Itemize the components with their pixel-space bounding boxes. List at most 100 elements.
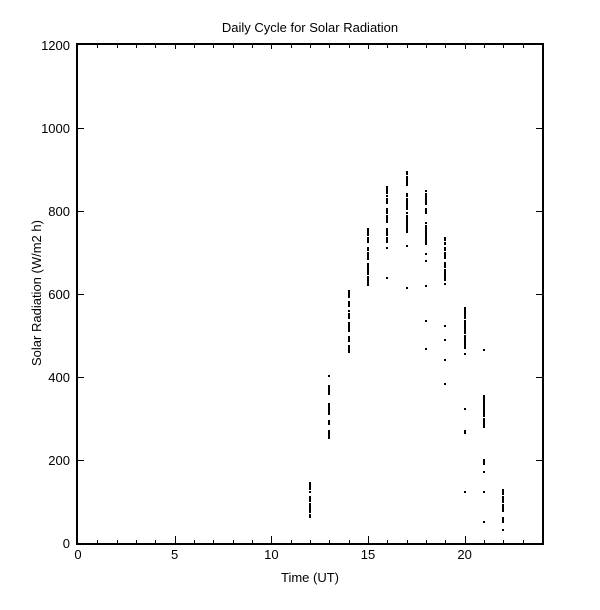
data-point: [405, 245, 408, 248]
data-point: [502, 529, 505, 532]
x-tick: [484, 540, 485, 543]
x-tick: [387, 540, 388, 543]
data-point: [367, 269, 369, 272]
y-tick: [78, 294, 84, 295]
data-point: [405, 231, 408, 234]
data-point: [328, 390, 331, 393]
data-point: [502, 517, 505, 520]
data-point: [309, 482, 311, 485]
data-point: [328, 423, 331, 426]
x-tick: [291, 540, 292, 543]
x-tick: [465, 536, 466, 543]
data-point: [483, 459, 485, 462]
data-point: [405, 199, 408, 202]
x-tick: [407, 45, 408, 48]
data-point: [367, 281, 369, 284]
data-point: [386, 216, 389, 219]
data-point: [367, 265, 369, 268]
data-point: [502, 495, 505, 498]
y-tick-label: 600: [48, 287, 70, 302]
data-point: [463, 346, 466, 349]
data-point: [347, 337, 350, 340]
data-point: [309, 484, 311, 487]
x-tick: [445, 540, 446, 543]
data-point: [502, 510, 505, 513]
data-point: [367, 267, 369, 270]
data-point: [328, 408, 331, 411]
data-point: [463, 429, 466, 432]
x-tick: [117, 45, 118, 48]
data-point: [463, 326, 466, 329]
data-point: [328, 435, 331, 438]
data-point: [386, 208, 389, 211]
data-point: [309, 516, 311, 519]
data-point: [309, 514, 311, 517]
data-point: [309, 499, 311, 502]
data-point: [425, 228, 427, 231]
data-point: [328, 421, 331, 424]
x-tick: [175, 45, 176, 49]
data-point: [463, 324, 466, 327]
x-tick: [155, 45, 156, 48]
data-point: [425, 319, 427, 322]
x-tick-label: 20: [457, 547, 472, 562]
data-point: [386, 230, 389, 233]
x-tick: [426, 45, 427, 48]
data-point: [463, 315, 466, 318]
data-point: [444, 274, 447, 277]
data-point: [483, 407, 485, 410]
data-point: [444, 262, 447, 265]
data-point: [386, 236, 389, 239]
data-point: [425, 196, 427, 199]
data-point: [463, 336, 466, 339]
data-point: [405, 220, 408, 223]
data-point: [405, 205, 408, 208]
data-point: [405, 229, 408, 232]
data-point: [425, 232, 427, 235]
data-point: [444, 276, 447, 279]
data-point: [367, 277, 369, 280]
x-tick: [252, 540, 253, 543]
data-point: [444, 247, 447, 250]
data-point: [463, 319, 466, 322]
data-point: [463, 317, 466, 320]
data-point: [347, 301, 350, 304]
data-point: [328, 404, 331, 407]
x-tick: [97, 540, 98, 543]
data-point: [405, 216, 408, 219]
data-point: [502, 508, 505, 511]
data-point: [405, 175, 408, 178]
y-tick-label: 400: [48, 370, 70, 385]
data-point: [483, 417, 485, 420]
data-point: [405, 287, 408, 290]
data-point: [425, 234, 427, 237]
data-point: [405, 218, 408, 221]
data-point: [386, 189, 389, 192]
data-point: [347, 349, 350, 352]
data-point: [405, 171, 408, 174]
data-point: [386, 234, 389, 237]
data-point: [444, 270, 447, 273]
data-point: [502, 504, 505, 507]
data-point: [425, 211, 427, 214]
data-point: [405, 183, 408, 186]
x-tick: [310, 45, 311, 48]
x-tick-label: 10: [264, 547, 279, 562]
data-point: [405, 207, 408, 210]
data-point: [405, 193, 408, 196]
data-point: [347, 322, 350, 325]
data-point: [463, 490, 466, 493]
data-point: [386, 277, 389, 280]
data-point: [347, 294, 350, 297]
data-point: [347, 335, 350, 338]
x-tick: [175, 536, 176, 543]
data-point: [367, 228, 369, 231]
data-point: [444, 324, 447, 327]
data-point: [463, 340, 466, 343]
data-point: [309, 505, 311, 508]
data-point: [367, 273, 369, 276]
data-point: [386, 228, 389, 231]
x-tick: [484, 45, 485, 48]
data-point: [463, 311, 466, 314]
data-point: [386, 212, 389, 215]
